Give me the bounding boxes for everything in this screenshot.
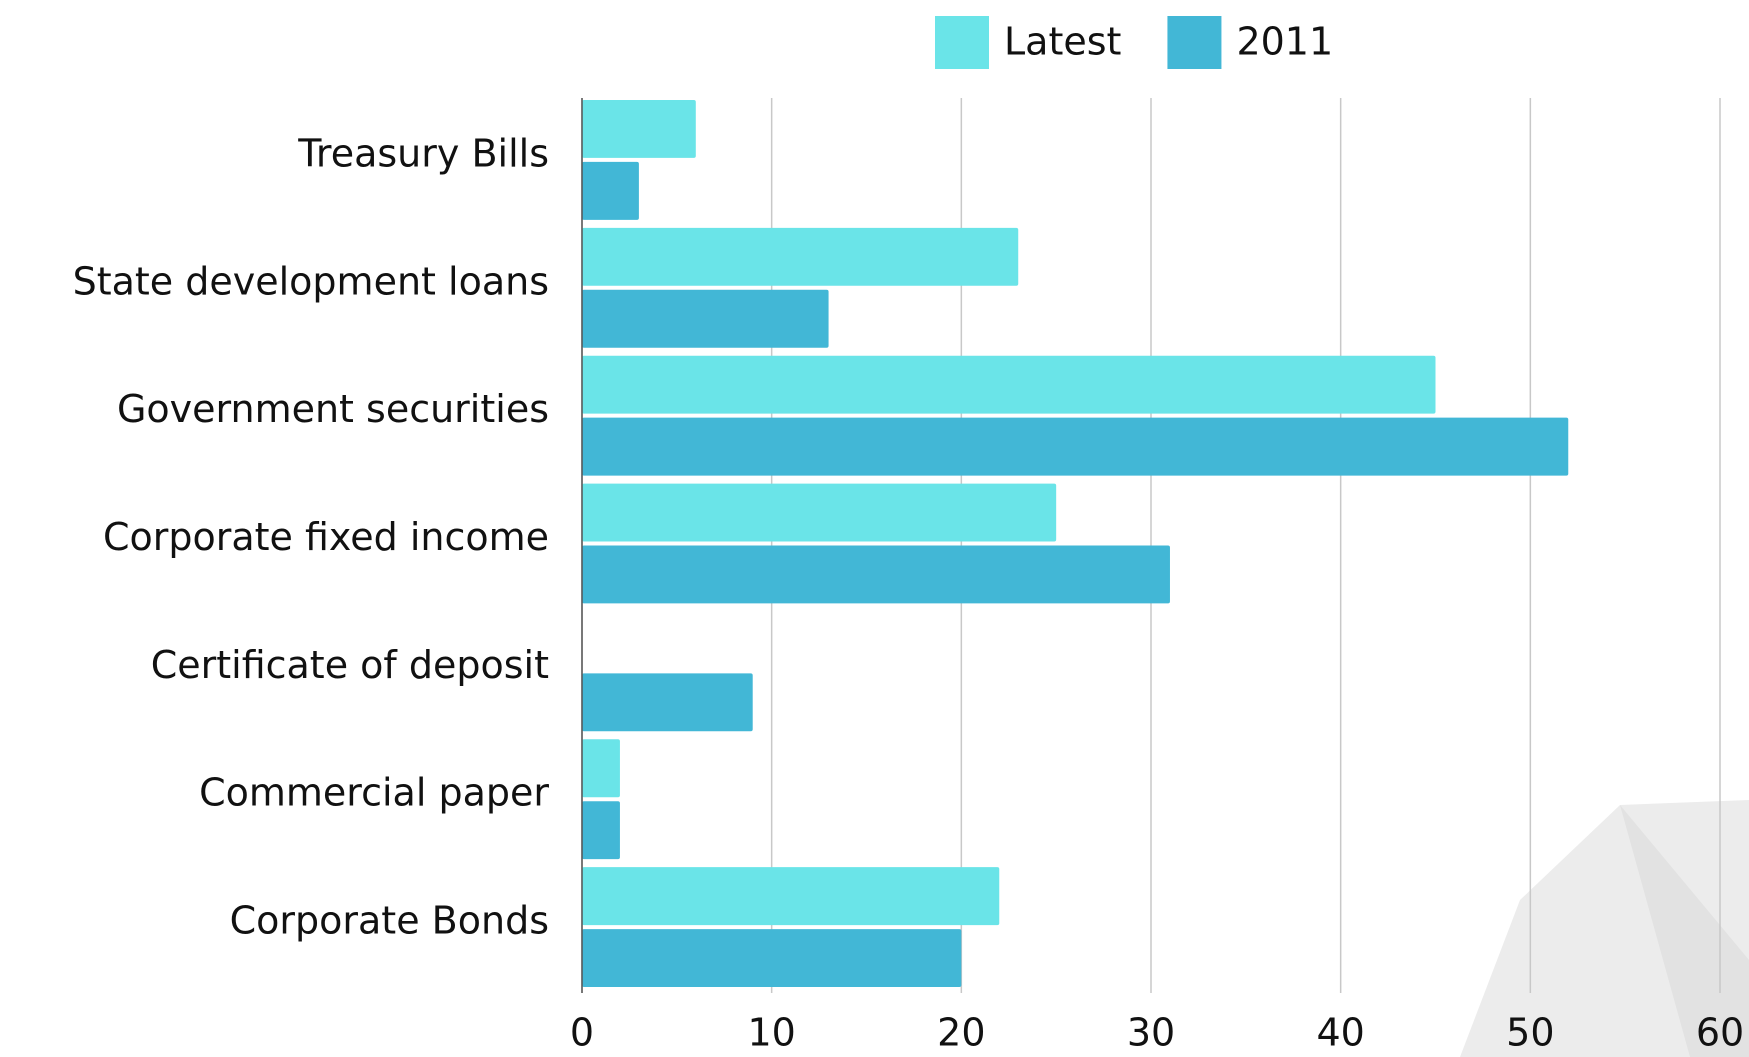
x-tick-label: 60: [1696, 1011, 1744, 1055]
bar: [582, 929, 962, 987]
y-tick-label: State development loans: [73, 259, 549, 303]
bar: [582, 867, 1000, 926]
bar: [582, 545, 1170, 604]
y-tick-label: Commercial paper: [199, 771, 549, 815]
x-tick-label: 30: [1127, 1011, 1175, 1055]
bar: [582, 801, 620, 860]
legend-label: Latest: [1004, 20, 1121, 64]
bar: [582, 739, 620, 798]
bar: [582, 100, 696, 158]
bar: [582, 673, 753, 732]
legend-swatch: [1167, 16, 1222, 69]
bar: [582, 483, 1057, 542]
bar: [582, 289, 829, 348]
x-tick-label: 40: [1316, 1011, 1364, 1055]
y-tick-label: Corporate fixed income: [103, 515, 549, 559]
x-tick-label: 0: [570, 1011, 594, 1055]
y-tick-label: Government securities: [117, 387, 549, 431]
x-tick-label: 50: [1506, 1011, 1554, 1055]
y-tick-label: Treasury Bills: [297, 131, 549, 175]
bar: [582, 227, 1019, 286]
legend-label: 2011: [1236, 20, 1333, 64]
y-tick-label: Corporate Bonds: [230, 899, 549, 943]
watermark-shade: [1620, 805, 1749, 1057]
x-tick-label: 10: [747, 1011, 795, 1055]
y-tick-label: Certificate of deposit: [151, 643, 549, 687]
x-tick-label: 20: [937, 1011, 985, 1055]
bar: [582, 161, 639, 220]
bar: [582, 355, 1436, 414]
legend-swatch: [935, 16, 989, 69]
bar: [582, 417, 1569, 476]
